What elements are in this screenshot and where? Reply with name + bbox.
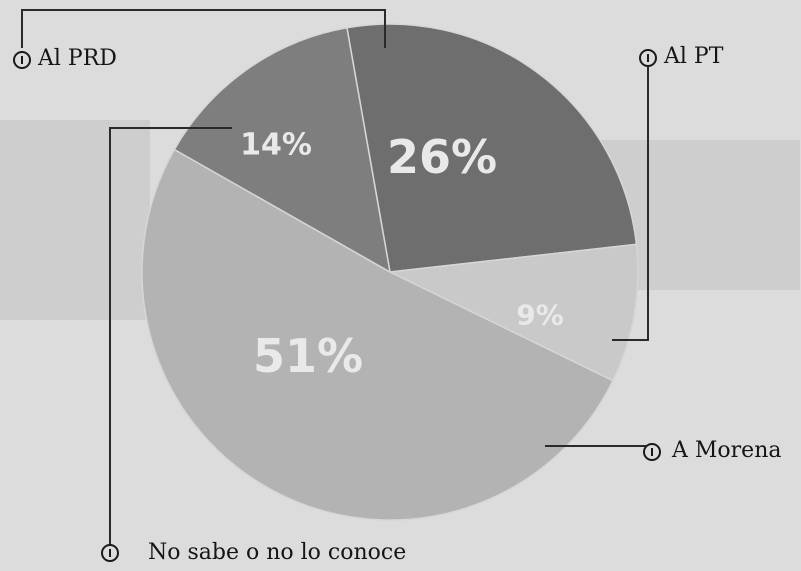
slice-label-pt: 26% [386, 130, 498, 184]
slice-label-morena: 9% [516, 298, 564, 332]
callout-line-pt [612, 67, 649, 341]
callout-lines [21, 9, 650, 545]
slice-prd [173, 26, 392, 274]
callout-markers [13, 49, 661, 562]
callout-label-prd: Al PRD [38, 46, 117, 71]
callout-label-morena: A Morena [672, 438, 782, 463]
callout-label-pt: Al PT [664, 44, 724, 69]
callout-line-no-sabe [109, 127, 232, 545]
slice-label-no-sabe: 51% [252, 329, 364, 383]
slice-morena [387, 243, 639, 382]
callout-line-prd [21, 9, 386, 48]
slice-label-prd: 14% [240, 127, 312, 163]
background-column-block [0, 120, 150, 320]
slice-pt [346, 23, 638, 273]
callout-label-no-sabe: No sabe o no lo conoce [148, 540, 407, 565]
slice-no-sabe [141, 148, 614, 521]
